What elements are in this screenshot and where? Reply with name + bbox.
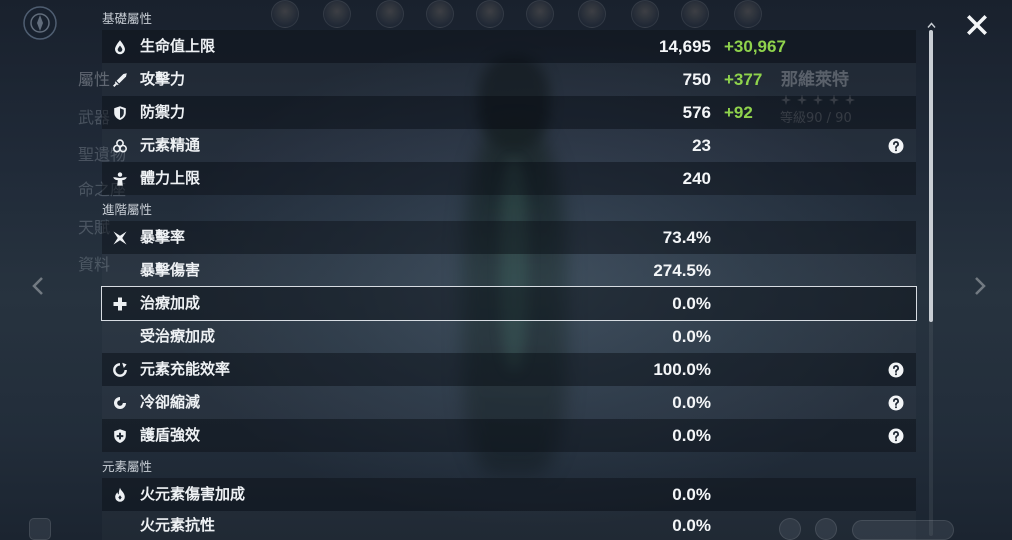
rarity-star-icon xyxy=(797,95,807,105)
side-menu-item-profile: 資料 xyxy=(78,255,111,274)
stat-row-incoming-healing-bonus[interactable]: 受治療加成 0.0% xyxy=(102,320,916,353)
party-avatar xyxy=(323,0,351,28)
atk-sword-icon xyxy=(112,72,128,88)
stat-label: 元素充能效率 xyxy=(140,360,231,378)
stat-row-crit-rate[interactable]: 暴擊率 73.4% xyxy=(102,221,916,254)
stat-label: 元素精通 xyxy=(140,136,201,154)
chevron-right-icon[interactable] xyxy=(972,276,988,296)
stat-label: 護盾強效 xyxy=(140,426,201,444)
help-icon[interactable] xyxy=(888,395,904,411)
party-avatar xyxy=(526,0,554,28)
stat-bonus: +30,967 xyxy=(724,37,786,56)
stat-row-shield-strength[interactable]: 護盾強效 0.0% xyxy=(102,419,916,452)
energy-recharge-icon xyxy=(112,362,128,378)
rarity-star-icon xyxy=(845,95,855,105)
scrollbar-thumb[interactable] xyxy=(929,30,933,322)
stat-label: 暴擊傷害 xyxy=(140,261,201,279)
stat-row-energy-recharge[interactable]: 元素充能效率 100.0% xyxy=(102,353,916,386)
stat-value: 73.4% xyxy=(662,228,711,247)
party-avatar xyxy=(476,0,504,28)
stat-row-crit-dmg[interactable]: 暴擊傷害 274.5% xyxy=(102,254,916,287)
help-icon[interactable] xyxy=(888,428,904,444)
party-avatar xyxy=(631,0,659,28)
cd-reduction-icon xyxy=(112,395,128,411)
stat-value: 0.0% xyxy=(672,516,711,535)
stat-value: 23 xyxy=(692,136,711,155)
element-emblem-icon xyxy=(22,5,58,41)
rarity-star-icon xyxy=(781,95,791,105)
stat-bonus: +92 xyxy=(724,103,753,122)
stat-value: 0.0% xyxy=(672,393,711,412)
stat-row-healing-bonus[interactable]: 治療加成 0.0% xyxy=(101,286,917,321)
side-menu-item-weapon: 武器 xyxy=(78,108,111,127)
party-avatar xyxy=(376,0,404,28)
stat-label: 受治療加成 xyxy=(140,327,216,345)
stat-label: 冷卻縮減 xyxy=(140,393,201,411)
party-avatar xyxy=(271,0,299,28)
stat-row-stamina[interactable]: 體力上限 240 xyxy=(102,162,916,195)
healing-bonus-icon xyxy=(112,296,128,312)
stat-label: 火元素傷害加成 xyxy=(140,485,246,503)
section-title-base: 基礎屬性 xyxy=(102,11,153,26)
stat-label: 防禦力 xyxy=(140,103,186,121)
stat-value: 750 xyxy=(682,70,711,89)
shield-strength-icon xyxy=(112,428,128,444)
party-avatar xyxy=(734,0,762,28)
stat-label: 攻擊力 xyxy=(140,70,186,88)
stat-label: 生命值上限 xyxy=(140,37,216,55)
stat-value: 576 xyxy=(682,103,711,122)
close-button[interactable] xyxy=(965,13,989,37)
stat-row-def[interactable]: 防禦力 576 +92 xyxy=(102,96,916,129)
stat-label: 火元素抗性 xyxy=(140,516,216,534)
stat-row-pyro-res[interactable]: 火元素抗性 0.0% xyxy=(102,511,916,540)
side-menu-item-talents: 天賦 xyxy=(78,218,111,237)
section-title-elemental: 元素屬性 xyxy=(102,459,153,474)
stat-value: 0.0% xyxy=(672,294,711,313)
help-icon[interactable] xyxy=(888,362,904,378)
party-avatar xyxy=(578,0,606,28)
rarity-stars xyxy=(781,95,871,105)
elemental-mastery-icon xyxy=(112,138,128,154)
stat-bonus: +377 xyxy=(724,70,763,89)
stat-label: 體力上限 xyxy=(140,169,201,187)
stat-row-cd-reduction[interactable]: 冷卻縮減 0.0% xyxy=(102,386,916,419)
character-model-detail xyxy=(500,160,528,370)
stat-label: 治療加成 xyxy=(140,294,201,312)
stat-value: 274.5% xyxy=(653,261,711,280)
stat-label: 暴擊率 xyxy=(140,228,186,246)
stat-value: 100.0% xyxy=(653,360,711,379)
party-avatar xyxy=(426,0,454,28)
def-shield-icon xyxy=(112,105,128,121)
chevron-left-icon[interactable] xyxy=(30,276,46,296)
side-menu-item-constellation: 命之座 xyxy=(78,180,127,199)
character-level: 等級90 / 90 xyxy=(780,111,852,126)
pyro-icon xyxy=(112,487,128,503)
character-name: 那維萊特 xyxy=(781,70,849,90)
party-avatar xyxy=(681,0,709,28)
stat-row-hp[interactable]: 生命值上限 14,695 +30,967 xyxy=(102,30,916,63)
stamina-icon xyxy=(112,171,128,187)
character-model-body xyxy=(462,125,567,475)
stat-row-elemental-mastery[interactable]: 元素精通 23 xyxy=(102,129,916,162)
stat-row-atk[interactable]: 攻擊力 750 +377 xyxy=(102,63,916,96)
stat-value: 0.0% xyxy=(672,485,711,504)
crit-rate-icon xyxy=(112,230,128,246)
rarity-star-icon xyxy=(813,95,823,105)
help-icon[interactable] xyxy=(888,138,904,154)
stat-value: 0.0% xyxy=(672,426,711,445)
scroll-up-caret-icon[interactable] xyxy=(927,22,936,28)
rarity-star-icon xyxy=(829,95,839,105)
stat-value: 240 xyxy=(682,169,711,188)
close-icon xyxy=(967,15,987,35)
section-title-advanced: 進階屬性 xyxy=(102,202,153,217)
hp-droplet-icon xyxy=(112,39,128,55)
stat-row-pyro-dmg-bonus[interactable]: 火元素傷害加成 0.0% xyxy=(102,478,916,511)
stat-value: 14,695 xyxy=(659,37,711,56)
side-menu-item-attributes: 屬性 xyxy=(78,70,111,89)
stat-value: 0.0% xyxy=(672,327,711,346)
